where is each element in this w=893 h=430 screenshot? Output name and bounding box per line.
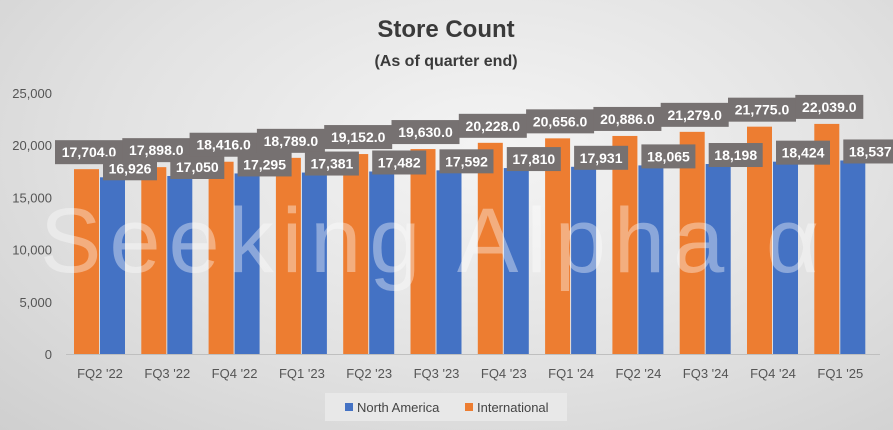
data-label-box-north-america xyxy=(439,149,494,174)
data-label-north-america: 16,926 xyxy=(109,160,152,176)
data-label-box-international xyxy=(526,109,595,134)
data-label-north-america: 18,065 xyxy=(647,148,690,164)
bar-north-america xyxy=(705,164,731,354)
legend-label-north-america: North America xyxy=(357,400,440,415)
bar-north-america xyxy=(638,165,664,354)
data-label-north-america: 17,810 xyxy=(512,151,555,167)
x-tick-label: FQ3 '24 xyxy=(683,366,729,381)
bar-north-america xyxy=(100,177,125,354)
data-label-box-north-america xyxy=(506,147,561,172)
data-label-international: 21,775.0 xyxy=(735,102,790,118)
legend-swatch-north-america xyxy=(345,403,353,411)
legend: North America International xyxy=(325,393,567,421)
data-label-international: 17,704.0 xyxy=(62,144,117,160)
data-label-international: 22,039.0 xyxy=(802,99,857,115)
data-label-international: 20,886.0 xyxy=(600,111,655,127)
bar-north-america xyxy=(436,170,462,354)
data-label-international: 20,228.0 xyxy=(466,118,521,134)
y-tick-label: 10,000 xyxy=(12,243,52,258)
legend-swatch-international xyxy=(465,403,473,411)
chart-title: Store Count xyxy=(377,16,514,43)
x-tick-label: FQ4 '22 xyxy=(212,366,258,381)
data-label-box-north-america xyxy=(708,143,763,168)
data-label-north-america: 18,537 xyxy=(849,143,892,159)
data-label-box-international xyxy=(593,106,662,131)
data-label-north-america: 17,050 xyxy=(176,159,219,175)
chart-subtitle: (As of quarter end) xyxy=(374,53,517,70)
y-tick-label: 5,000 xyxy=(19,295,52,310)
bar-north-america xyxy=(167,175,193,354)
bar-international xyxy=(141,167,167,354)
data-label-box-international xyxy=(728,97,796,122)
data-label-box-international xyxy=(324,125,393,150)
bar-north-america xyxy=(369,171,395,354)
bar-north-america xyxy=(571,166,597,354)
bar-north-america xyxy=(301,172,327,354)
data-label-north-america: 17,931 xyxy=(580,150,623,166)
data-label-box-north-america xyxy=(776,140,830,165)
legend-box xyxy=(325,393,567,421)
data-label-international: 19,152.0 xyxy=(331,129,386,145)
x-tick-label: FQ1 '25 xyxy=(817,366,863,381)
data-label-north-america: 17,381 xyxy=(310,156,353,172)
bar-international xyxy=(477,142,503,354)
data-label-box-north-america xyxy=(304,151,359,176)
x-tick-label: FQ1 '23 xyxy=(279,366,325,381)
data-label-international: 20,656.0 xyxy=(533,113,588,129)
x-tick-label: FQ2 '24 xyxy=(615,366,661,381)
bar-international xyxy=(410,149,436,354)
bar-international xyxy=(545,138,571,354)
data-label-international: 21,279.0 xyxy=(667,107,722,123)
bar-international xyxy=(343,154,369,354)
y-tick-label: 0 xyxy=(45,347,52,362)
data-label-box-international xyxy=(660,102,729,127)
data-label-box-international xyxy=(458,113,527,138)
bar-international xyxy=(208,161,234,354)
data-label-international: 18,789.0 xyxy=(264,133,319,149)
data-label-north-america: 17,482 xyxy=(378,154,421,170)
x-tick-label: FQ3 '22 xyxy=(144,366,190,381)
data-label-box-north-america xyxy=(843,139,893,164)
bar-north-america xyxy=(234,173,260,354)
bar-international xyxy=(612,135,638,354)
y-tick-label: 25,000 xyxy=(12,86,52,101)
data-label-box-international xyxy=(391,120,460,145)
bar-international xyxy=(74,169,99,354)
data-label-international: 19,630.0 xyxy=(398,124,453,140)
data-label-north-america: 17,592 xyxy=(445,153,488,169)
data-label-box-north-america xyxy=(641,144,696,169)
data-label-box-north-america xyxy=(372,150,427,175)
x-tick-label: FQ2 '22 xyxy=(77,366,123,381)
data-label-north-america: 18,424 xyxy=(782,145,825,161)
bar-international xyxy=(275,157,301,354)
x-tick-label: FQ2 '23 xyxy=(346,366,392,381)
x-tick-label: FQ4 '24 xyxy=(750,366,796,381)
data-label-north-america: 18,198 xyxy=(714,147,757,163)
y-tick-label: 20,000 xyxy=(12,138,52,153)
data-label-box-international xyxy=(256,128,325,153)
data-label-international: 17,898.0 xyxy=(129,142,184,158)
data-label-north-america: 17,295 xyxy=(243,156,286,172)
bar-north-america xyxy=(840,160,866,354)
data-label-box-north-america xyxy=(237,152,292,177)
legend-label-international: International xyxy=(477,400,549,415)
x-tick-label: FQ4 '23 xyxy=(481,366,527,381)
y-tick-label: 15,000 xyxy=(12,190,52,205)
bar-north-america xyxy=(773,161,798,354)
data-label-box-north-america xyxy=(574,145,629,170)
bar-international xyxy=(679,131,705,354)
data-label-box-north-america xyxy=(170,154,225,179)
x-tick-label: FQ3 '23 xyxy=(414,366,460,381)
data-label-international: 18,416.0 xyxy=(196,137,251,153)
bar-north-america xyxy=(503,168,529,354)
x-tick-label: FQ1 '24 xyxy=(548,366,594,381)
watermark: Seeking Alpha α xyxy=(40,190,827,292)
data-label-box-international xyxy=(795,94,864,119)
